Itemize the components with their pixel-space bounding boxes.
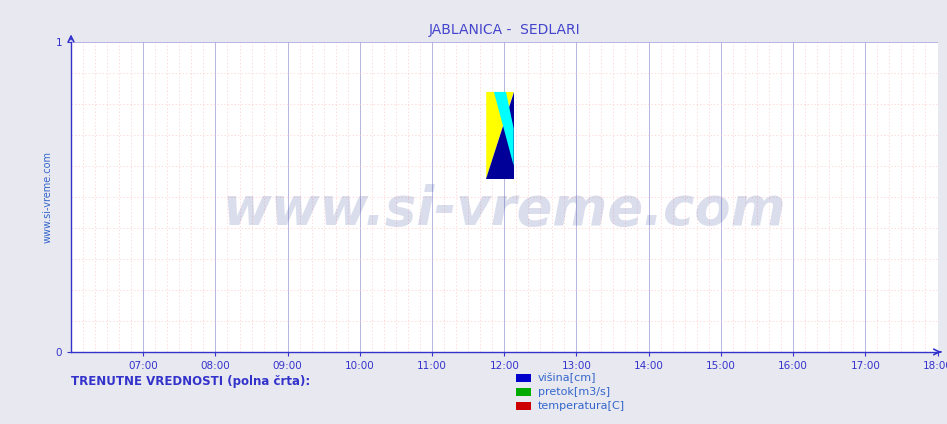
Text: temperatura[C]: temperatura[C] xyxy=(538,401,625,411)
Text: www.si-vreme.com: www.si-vreme.com xyxy=(223,184,786,236)
Text: višina[cm]: višina[cm] xyxy=(538,373,597,383)
Polygon shape xyxy=(486,92,513,179)
Y-axis label: www.si-vreme.com: www.si-vreme.com xyxy=(43,151,53,243)
Polygon shape xyxy=(494,92,513,166)
Text: TRENUTNE VREDNOSTI (polna črta):: TRENUTNE VREDNOSTI (polna črta): xyxy=(71,375,311,388)
Title: JABLANICA -  SEDLARI: JABLANICA - SEDLARI xyxy=(428,23,581,37)
Text: pretok[m3/s]: pretok[m3/s] xyxy=(538,387,610,397)
Polygon shape xyxy=(486,92,513,179)
